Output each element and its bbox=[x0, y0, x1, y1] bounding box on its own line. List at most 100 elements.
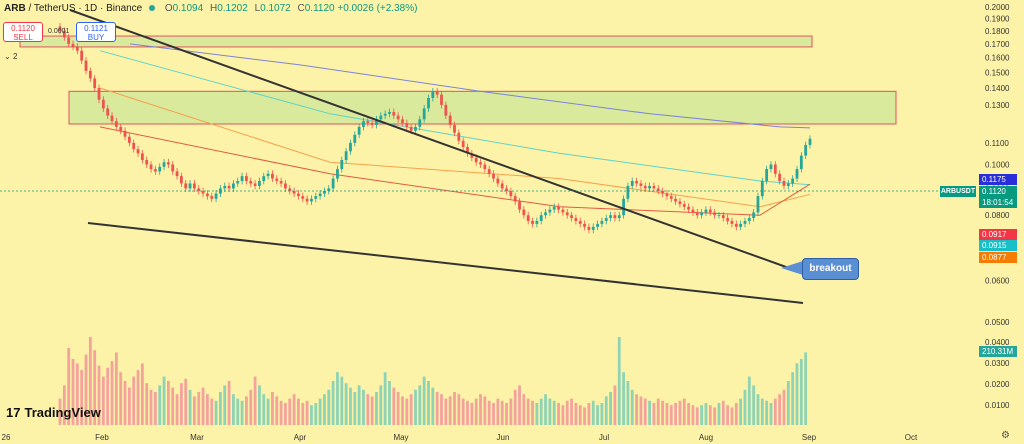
volume-bar bbox=[97, 365, 101, 425]
candle-body bbox=[479, 162, 482, 165]
gear-icon[interactable]: ⚙ bbox=[1001, 430, 1010, 441]
candle-body bbox=[626, 185, 630, 199]
candle-body bbox=[682, 204, 686, 207]
candle-body bbox=[613, 215, 617, 219]
candle-body bbox=[470, 153, 474, 158]
breakout-annotation[interactable]: breakout bbox=[802, 258, 859, 280]
volume-bar bbox=[323, 394, 326, 425]
price-tick-label: 0.0800 bbox=[985, 211, 1010, 220]
candle-body bbox=[162, 162, 166, 167]
symbol-name[interactable]: ARB bbox=[4, 3, 26, 14]
candle-body bbox=[687, 206, 691, 210]
volume-bar bbox=[496, 398, 500, 425]
candle-body bbox=[357, 126, 361, 135]
candle-body bbox=[149, 164, 153, 170]
volume-bar bbox=[474, 398, 478, 425]
buy-label: BUY bbox=[87, 33, 105, 42]
candle-body bbox=[587, 226, 591, 230]
volume-bar bbox=[769, 403, 773, 425]
candle-body bbox=[765, 169, 769, 181]
resistance-zone[interactable] bbox=[68, 90, 897, 125]
chart-header: ARB / TetherUS · 1D · Binance O0.1094 H0… bbox=[4, 3, 418, 14]
candle-body bbox=[214, 193, 218, 199]
volume-bar bbox=[487, 400, 491, 425]
candle-body bbox=[136, 149, 140, 154]
volume-bar bbox=[366, 394, 370, 425]
indicator-collapse-toggle[interactable]: ⌄ 2 bbox=[4, 52, 17, 61]
candle-body bbox=[808, 138, 812, 145]
candle-body bbox=[713, 212, 717, 216]
ma-blue-line[interactable] bbox=[129, 43, 811, 129]
volume-bar bbox=[695, 407, 699, 425]
candle-body bbox=[210, 196, 214, 199]
volume-bar bbox=[552, 400, 556, 425]
volume-bar bbox=[271, 392, 274, 425]
candle-body bbox=[743, 220, 747, 224]
candle-body bbox=[487, 169, 491, 174]
volume-bar bbox=[435, 392, 439, 425]
ma-red-line[interactable] bbox=[99, 126, 811, 216]
candle-body bbox=[227, 185, 231, 189]
candle-body bbox=[179, 176, 183, 184]
candle-body bbox=[409, 126, 413, 131]
candle-body bbox=[630, 180, 634, 186]
tradingview-watermark[interactable]: 17 TradingView bbox=[6, 405, 101, 420]
volume-bar bbox=[71, 359, 75, 425]
candle-body bbox=[188, 183, 192, 189]
volume-bar bbox=[509, 398, 513, 425]
volume-bar bbox=[201, 387, 205, 425]
chevron-down-icon: ⌄ bbox=[4, 52, 11, 61]
candle-body bbox=[717, 215, 721, 217]
volume-bar bbox=[596, 405, 599, 425]
countdown-tag: 18:01:54 bbox=[979, 197, 1017, 208]
candle-body bbox=[457, 132, 461, 141]
candle-body bbox=[166, 162, 170, 165]
candle-body bbox=[591, 226, 595, 230]
candle-body bbox=[565, 212, 569, 216]
buy-button[interactable]: 0.1121 BUY bbox=[76, 22, 116, 42]
sell-button[interactable]: 0.1120 SELL bbox=[3, 22, 43, 42]
price-tick-label: 0.1500 bbox=[985, 68, 1010, 77]
volume-bar bbox=[84, 354, 88, 425]
volume-bar bbox=[791, 372, 795, 425]
volume-bar bbox=[765, 400, 769, 425]
candle-body bbox=[496, 178, 500, 184]
candle-body bbox=[453, 124, 456, 133]
candle-body bbox=[171, 164, 175, 172]
descending-resistance-trendline[interactable] bbox=[69, 9, 801, 273]
volume-bar bbox=[383, 372, 387, 425]
volume-bar bbox=[145, 383, 149, 425]
candle-body bbox=[245, 176, 248, 181]
volume-bar bbox=[75, 363, 79, 425]
volume-bar bbox=[574, 403, 578, 425]
price-tick-label: 0.0600 bbox=[985, 277, 1010, 286]
volume-bar bbox=[734, 403, 738, 425]
volume-bar bbox=[513, 389, 517, 425]
candle-body bbox=[288, 188, 292, 191]
volume-bar bbox=[466, 400, 469, 425]
volume-bar bbox=[604, 396, 608, 425]
volume-bar bbox=[587, 403, 591, 425]
candle-body bbox=[349, 142, 352, 152]
ma-cyan-line[interactable] bbox=[99, 50, 811, 186]
volume-bar bbox=[457, 394, 461, 425]
candle-body bbox=[422, 108, 426, 120]
date-tick-label: 26 bbox=[2, 433, 11, 442]
volume-bar bbox=[219, 392, 222, 425]
volume-bar bbox=[58, 398, 62, 425]
descending-support-trendline[interactable] bbox=[87, 222, 804, 304]
volume-bar bbox=[479, 394, 482, 425]
volume-bar bbox=[409, 394, 413, 425]
ma-orange-line[interactable] bbox=[99, 87, 811, 208]
volume-bar bbox=[665, 403, 669, 425]
volume-bar bbox=[570, 398, 573, 425]
volume-bar bbox=[682, 398, 686, 425]
candle-body bbox=[509, 190, 513, 197]
interval-label[interactable]: 1D bbox=[84, 3, 98, 14]
candle-body bbox=[232, 183, 235, 189]
candle-body bbox=[327, 188, 331, 191]
volume-bar bbox=[483, 396, 487, 425]
volume-bar bbox=[353, 392, 357, 425]
